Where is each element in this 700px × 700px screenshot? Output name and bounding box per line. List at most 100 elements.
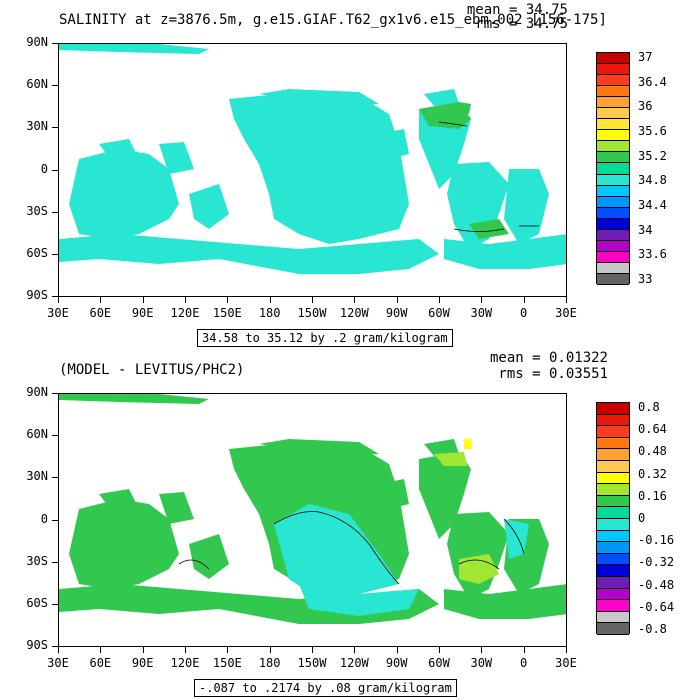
bottom-xtick-label: 30W (470, 656, 493, 670)
bottom-contour-line (178, 559, 210, 570)
bottom-map (58, 393, 567, 647)
top-colorbar-label: 36.4 (638, 74, 667, 89)
bottom-colorbar-swatch (597, 600, 629, 612)
bottom-ytick (52, 519, 58, 521)
bottom-xtick-label: 90W (385, 656, 408, 670)
top-colorbar-label: 33 (638, 272, 653, 286)
bottom-xtick (312, 647, 313, 653)
top-rms: rms = 34.75 (475, 16, 568, 32)
top-ytick (52, 253, 58, 255)
bottom-map-svg (59, 394, 566, 624)
bottom-ytick (52, 393, 58, 394)
bottom-anomaly-patch (434, 452, 467, 466)
bottom-panel: (MODEL - LEVITUS/PHC2) mean = 0.01322 rm… (0, 350, 700, 700)
bottom-colorbar-swatch (597, 588, 629, 601)
top-ytick-label: 30S (26, 203, 48, 218)
top-ocean-region (229, 92, 409, 244)
bottom-colorbar-label: -0.8 (638, 622, 667, 636)
top-anomaly-patch (459, 102, 471, 114)
bottom-anomaly-patch (299, 584, 419, 616)
bottom-xtick-label: 120W (339, 656, 369, 670)
top-xtick (269, 297, 271, 303)
bottom-xtick (566, 647, 567, 653)
top-xtick-label: 120E (170, 306, 200, 320)
top-colorbar-swatch (597, 163, 629, 175)
bottom-colorbar-swatch (597, 426, 629, 438)
top-ocean-region (189, 184, 229, 229)
top-colorbar-swatch (597, 152, 629, 164)
top-colorbar-label: 33.6 (638, 247, 667, 262)
bottom-ytick-label: 60S (26, 595, 48, 610)
bottom-ytick-label: 0 (40, 511, 48, 526)
top-ytick-label: 30N (26, 119, 48, 134)
top-ocean-region (69, 149, 179, 239)
top-xtick-label: 60E (89, 306, 112, 320)
bottom-colorbar-swatch (597, 518, 629, 531)
top-xtick-label: 30W (470, 306, 493, 320)
top-xtick-label: 150E (212, 306, 242, 320)
top-colorbar-label: 34 (638, 222, 653, 237)
bottom-xtick-label: 0 (520, 656, 528, 670)
bottom-xtick (227, 647, 229, 653)
top-ytick-label: 90S (26, 288, 48, 302)
bottom-xtick (100, 647, 102, 653)
bottom-mean: mean = 0.01322 (489, 350, 608, 366)
top-colorbar-label: 35.2 (638, 148, 667, 163)
bottom-colorbar-swatch (597, 553, 629, 566)
bottom-colorbar-swatch (597, 472, 629, 485)
bottom-ytick (52, 646, 58, 647)
top-xtick (396, 297, 398, 303)
top-colorbar-swatch (597, 53, 629, 65)
bottom-xtick (269, 647, 271, 653)
bottom-range-label: -.087 to .2174 by .08 gram/kilogram (194, 679, 457, 697)
top-ytick-label: 60N (26, 77, 48, 92)
top-colorbar-swatch (597, 185, 629, 197)
bottom-colorbar-label: 0.48 (638, 444, 667, 459)
bottom-ocean-region (424, 439, 459, 456)
bottom-ocean-region (189, 534, 229, 579)
top-anomaly-patch (419, 102, 471, 129)
bottom-xtick-label: 90E (131, 656, 154, 670)
bottom-xtick (523, 647, 525, 653)
bottom-colorbar-label: -0.64 (638, 599, 675, 614)
bottom-anomaly-patch (459, 554, 499, 584)
top-xtick (58, 297, 59, 303)
bottom-ocean-region (379, 479, 409, 509)
bottom-colorbar-swatch (597, 507, 629, 519)
bottom-xtick (481, 647, 483, 653)
top-ytick-label: 90N (26, 35, 48, 49)
bottom-ytick (52, 435, 58, 437)
top-xtick-label: 60W (428, 306, 450, 320)
top-ocean-region (444, 234, 566, 269)
top-xtick-label: 30E (47, 306, 69, 320)
bottom-xtick-label: 150W (297, 656, 327, 670)
top-xtick-label: 120W (339, 306, 369, 320)
top-colorbar-swatch (597, 108, 629, 120)
bottom-colorbar-swatch (597, 403, 629, 415)
bottom-colorbar-swatch (597, 495, 629, 508)
top-xtick-label: 30E (555, 306, 577, 320)
bottom-colorbar-label: -0.48 (638, 577, 675, 592)
bottom-ytick-label: 90S (26, 638, 48, 652)
top-ocean-region (504, 169, 549, 244)
top-xtick-label: 180 (258, 306, 281, 320)
bottom-ocean-region (69, 499, 179, 589)
top-xtick (566, 297, 567, 303)
top-anomaly-patch (469, 219, 509, 239)
top-xtick-label: 90W (385, 306, 408, 320)
top-contour-line (453, 225, 539, 232)
top-colorbar-swatch (597, 86, 629, 98)
bottom-colorbar-label: 0 (638, 511, 646, 525)
bottom-title: (MODEL - LEVITUS/PHC2) (59, 362, 245, 378)
bottom-xtick (354, 647, 356, 653)
bottom-ytick (52, 561, 58, 563)
top-ytick-label: 0 (40, 161, 48, 176)
top-ocean-region (99, 139, 139, 164)
top-ocean-region (59, 44, 209, 54)
bottom-ytick (52, 477, 58, 479)
top-colorbar-swatch (597, 240, 629, 252)
top-xtick-label: 0 (520, 306, 528, 320)
bottom-colorbar-label: -0.16 (638, 533, 675, 548)
top-xtick-label: 90E (131, 306, 154, 320)
top-ytick (52, 296, 58, 297)
